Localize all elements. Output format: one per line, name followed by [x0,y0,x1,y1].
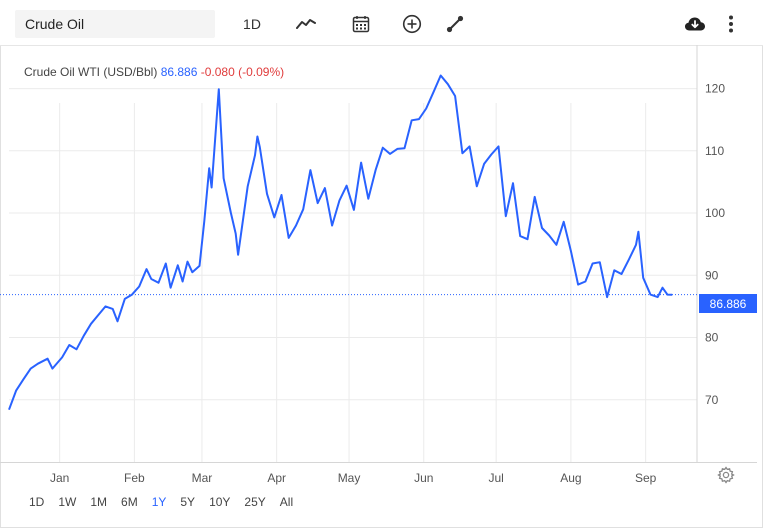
x-tick-label: Jul [488,471,503,485]
x-tick-label: Apr [267,471,286,485]
y-tick-label: 110 [705,144,724,158]
legend-change: -0.080 (-0.09%) [200,65,285,79]
range-button-all[interactable]: All [279,495,294,509]
legend-price: 86.886 [160,65,198,79]
x-tick-label: Mar [192,471,213,485]
y-tick-label: 70 [705,393,719,407]
range-button-1m[interactable]: 1M [90,495,108,509]
range-button-10y[interactable]: 10Y [209,495,231,509]
legend-instrument-name: Crude Oil WTI (USD/Bbl) [24,65,158,79]
x-tick-label: Sep [635,471,657,485]
y-tick-label: 120 [705,82,725,96]
last-price-tag: 86.886 [699,294,757,313]
range-button-1d[interactable]: 1D [29,495,45,509]
chart-legend: Crude Oil WTI (USD/Bbl) 86.886 -0.080 (-… [24,65,284,79]
interval-button[interactable]: 1D [243,16,261,32]
cloud-download-icon[interactable] [681,9,709,39]
x-tick-label: Aug [560,471,581,485]
range-button-1y[interactable]: 1Y [151,495,167,509]
plus-circle-icon[interactable] [398,9,426,39]
y-tick-label: 100 [705,206,725,220]
draw-line-icon[interactable] [441,9,469,39]
range-button-6m[interactable]: 6M [121,495,138,509]
x-tick-label: Jun [414,471,433,485]
x-tick-label: May [338,471,361,485]
range-selector: 1D 1W 1M 6M 1Y 5Y 10Y 25Y All [22,493,300,511]
y-tick-label: 80 [705,331,719,345]
x-tick-label: Feb [124,471,145,485]
range-button-5y[interactable]: 5Y [180,495,196,509]
line-chart-icon[interactable] [292,9,320,39]
chart-toolbar: 1D [0,0,763,46]
calendar-icon[interactable] [347,9,375,39]
more-vertical-icon[interactable] [721,9,741,39]
range-button-25y[interactable]: 25Y [244,495,266,509]
y-tick-label: 90 [705,268,719,282]
price-line-series [8,74,673,411]
gear-icon[interactable] [717,466,735,489]
symbol-search-input[interactable] [15,10,215,38]
x-tick-label: Jan [50,471,69,485]
range-button-1w[interactable]: 1W [58,495,77,509]
